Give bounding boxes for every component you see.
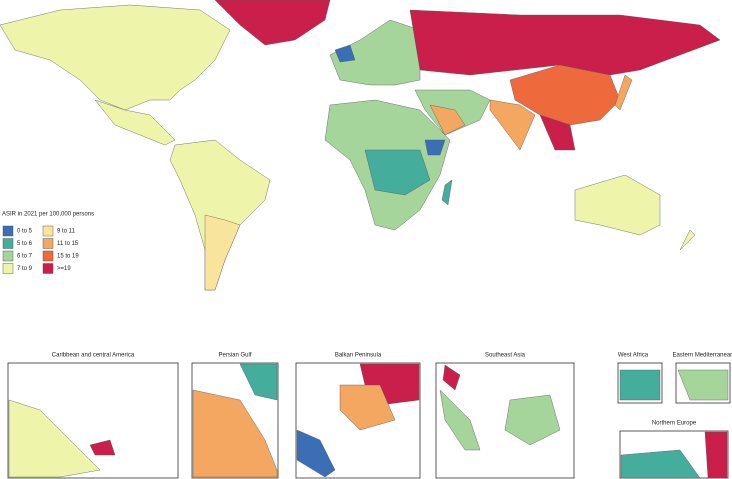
- inset-land: [442, 364, 461, 391]
- country: [679, 229, 696, 251]
- legend-swatch: [2, 250, 14, 262]
- country: [489, 99, 536, 151]
- inset-land: [677, 369, 729, 401]
- country: [409, 9, 721, 76]
- inset-title: Persian Gulf: [218, 353, 251, 359]
- legend-label: >=19: [57, 266, 71, 272]
- country: [94, 99, 176, 146]
- country: [614, 74, 633, 111]
- legend-label: 7 to 9: [17, 266, 33, 272]
- inset-title: Eastern Mediterranean: [672, 353, 732, 359]
- legend-swatch: [42, 250, 54, 262]
- legend-label: 11 to 15: [57, 241, 79, 247]
- legend-swatch: [2, 263, 14, 274]
- world-map: [0, 0, 721, 291]
- country: [429, 104, 466, 136]
- country: [364, 149, 431, 196]
- legend-swatch: [2, 225, 14, 237]
- legend-swatch: [42, 225, 54, 237]
- inset-land: [296, 429, 336, 478]
- country: [574, 174, 661, 236]
- inset-land: [89, 439, 116, 456]
- country: [204, 214, 241, 291]
- country: [509, 64, 621, 126]
- inset-land: [620, 449, 701, 479]
- legend-label: 9 to 11: [57, 229, 76, 235]
- insets: Caribbean and central America Persian Gul…: [7, 353, 732, 479]
- inset-land: [704, 431, 728, 479]
- legend-label: 15 to 19: [57, 254, 79, 260]
- country: [334, 44, 356, 63]
- country: [214, 0, 331, 46]
- legend: ASIR in 2021 per 100,000 persons 0 to 5 5…: [2, 212, 94, 274]
- inset-title: Southeast Asia: [485, 353, 526, 359]
- legend-swatch: [42, 263, 54, 274]
- legend-swatch: [42, 238, 54, 249]
- inset-land: [619, 369, 661, 401]
- legend-label: 5 to 6: [17, 241, 33, 247]
- legend-swatch: [2, 238, 14, 249]
- inset-title: Caribbean and central America: [52, 353, 135, 359]
- inset-title: Balkan Peninsula: [335, 353, 382, 359]
- inset-title: Northern Europe: [652, 421, 697, 427]
- inset-title: West Africa: [618, 353, 649, 359]
- legend-label: 6 to 7: [17, 254, 33, 260]
- legend-label: 0 to 5: [17, 229, 33, 235]
- inset-land: [192, 389, 278, 478]
- inset-land: [504, 394, 561, 446]
- inset-land: [439, 389, 481, 451]
- inset-land: [339, 384, 396, 431]
- country: [329, 19, 421, 86]
- inset-land: [8, 399, 101, 478]
- country: [0, 4, 231, 111]
- inset-land: [239, 363, 278, 401]
- country: [424, 139, 446, 156]
- country: [441, 179, 453, 206]
- legend-title: ASIR in 2021 per 100,000 persons: [2, 212, 94, 218]
- country: [539, 114, 576, 151]
